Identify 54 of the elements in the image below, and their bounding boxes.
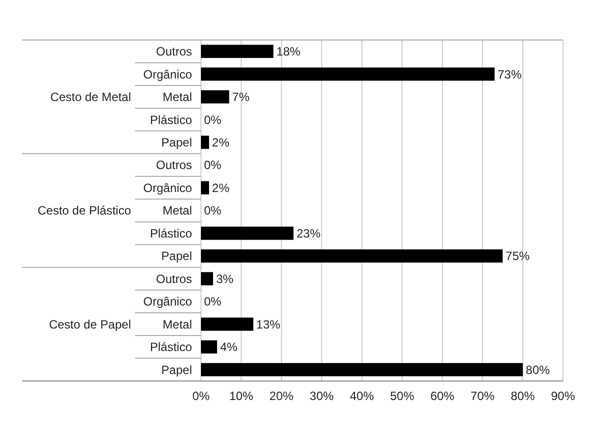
bar [201, 249, 503, 263]
y-tick-label: Plástico [150, 112, 192, 127]
bar [201, 90, 230, 104]
bar [201, 68, 495, 81]
y-tick-label: Papel [161, 136, 192, 150]
y-tick-label: Orgânico [143, 294, 192, 309]
y-tick-label: Metal [162, 204, 192, 218]
data-label: 0% [204, 204, 222, 218]
bar [201, 363, 523, 376]
y-tick-label: Outros [156, 158, 192, 172]
y-tick-label: Metal [162, 317, 192, 332]
data-label: 80% [526, 362, 550, 377]
text: Cesto de Metal [50, 90, 131, 104]
y-tick-label: Plástico [150, 340, 192, 354]
x-tick-label: 90% [550, 389, 576, 403]
data-label: 73% [498, 67, 522, 82]
data-label: 75% [506, 249, 530, 264]
y-tick-label: Plástico [150, 226, 192, 240]
text: Cesto de Papel [48, 317, 131, 332]
x-tick-label: 40% [350, 389, 374, 403]
data-label: 0% [204, 294, 222, 309]
data-label: 3% [216, 272, 234, 286]
y-tick-label: Papel [161, 362, 192, 377]
bar [201, 272, 214, 286]
bar [201, 340, 218, 354]
y-tick-label: Outros [156, 44, 192, 59]
y-tick-label: Metal [162, 90, 192, 104]
y-tick-label: Outros [156, 272, 192, 286]
y-tick-label: Papel [161, 249, 192, 264]
data-label: 2% [212, 180, 230, 195]
data-label: 23% [296, 226, 321, 240]
y-tick-label: Orgânico [143, 180, 192, 195]
x-tick-label: 70% [470, 389, 495, 403]
bar [201, 136, 210, 149]
x-tick-label: 20% [269, 389, 294, 403]
data-label: 4% [220, 340, 238, 354]
text: Cesto de Plástico [38, 204, 132, 218]
data-label: 0% [204, 158, 222, 172]
data-label: 13% [256, 317, 281, 332]
bar [201, 226, 294, 240]
bar [201, 318, 254, 331]
bar [201, 181, 210, 194]
bar [201, 44, 274, 58]
x-tick-label: 0% [192, 389, 210, 403]
y-tick-label: Orgânico [143, 67, 192, 82]
x-tick-label: 50% [390, 389, 414, 403]
data-label: 7% [232, 90, 250, 104]
x-tick-label: 30% [310, 389, 334, 403]
x-tick-label: 10% [229, 389, 254, 403]
x-tick-label: 60% [430, 389, 455, 403]
data-label: 2% [212, 136, 230, 150]
x-tick-label: 80% [510, 389, 536, 403]
data-label: 18% [276, 44, 301, 59]
data-label: 0% [204, 112, 222, 127]
